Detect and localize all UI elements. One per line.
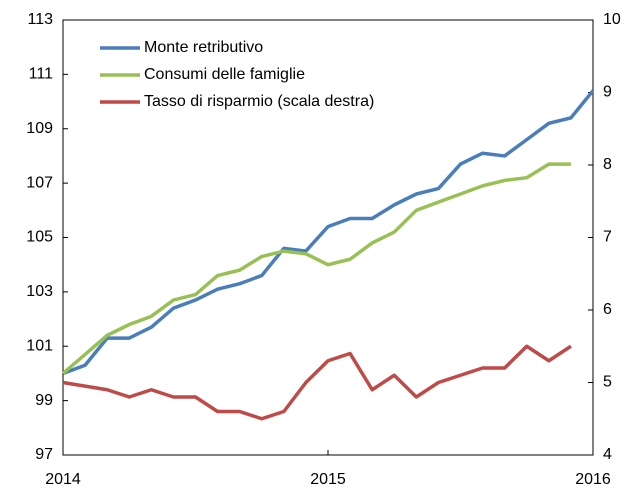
y2-tick-label: 5 bbox=[603, 374, 612, 391]
series-line bbox=[61, 162, 571, 375]
x-tick-label: 2015 bbox=[310, 471, 346, 488]
x-tick-label: 2014 bbox=[45, 471, 81, 488]
plot-frame bbox=[62, 19, 594, 456]
series-line bbox=[62, 344, 572, 421]
y2-tick-label: 9 bbox=[603, 84, 612, 101]
y-tick-label: 99 bbox=[35, 392, 53, 409]
y2-tick-label: 6 bbox=[603, 301, 612, 318]
y-tick-label: 105 bbox=[26, 229, 53, 246]
series-line bbox=[62, 89, 595, 376]
y2-tick-label: 7 bbox=[603, 229, 612, 246]
y-tick-label: 97 bbox=[35, 446, 53, 463]
y-tick-label: 109 bbox=[26, 120, 53, 137]
y-tick-label: 111 bbox=[29, 66, 53, 83]
legend-label: Consumi delle famiglie bbox=[144, 66, 305, 83]
y-tick-label: 101 bbox=[26, 337, 53, 354]
legend-label: Monte retributivo bbox=[144, 39, 263, 56]
y-tick-label: 107 bbox=[26, 174, 53, 191]
legend-label: Tasso di risparmio (scala destra) bbox=[144, 93, 374, 110]
y-tick-label: 103 bbox=[26, 283, 53, 300]
x-tick-label: 2016 bbox=[575, 471, 611, 488]
y-tick-label: 113 bbox=[27, 11, 53, 28]
y2-tick-label: 4 bbox=[603, 446, 612, 463]
y2-tick-label: 10 bbox=[603, 11, 621, 28]
y2-tick-label: 8 bbox=[603, 156, 612, 173]
